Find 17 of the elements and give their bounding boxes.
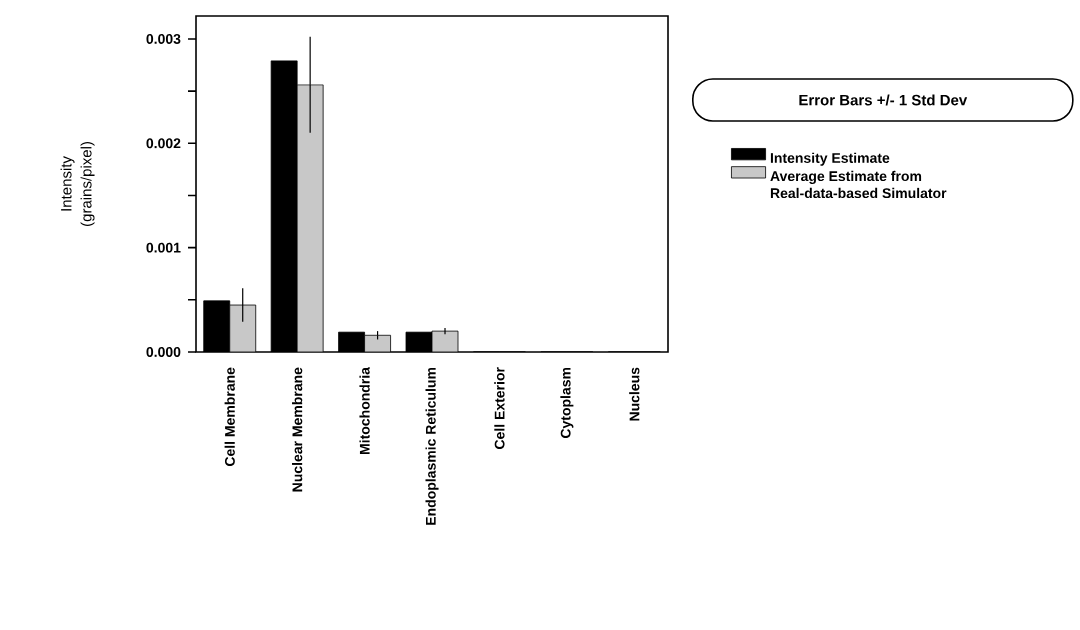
y-tick-label: 0.001 <box>146 242 181 253</box>
y-tick-label: 0.003 <box>146 34 181 44</box>
legend-label: Average Estimate from Real-data-based Simulator <box>770 170 947 199</box>
legend-label: Intensity Estimate <box>770 152 890 166</box>
y-axis-title: Intensity (grains/pixel) <box>60 141 95 226</box>
x-tick-label: Cytoplasm <box>560 367 574 439</box>
bar <box>229 305 256 352</box>
x-tick-label: Endoplasmic Reticulum <box>425 367 439 525</box>
x-tick-label: Nucleus <box>629 367 640 421</box>
x-tick-label: Mitochondria <box>359 366 370 454</box>
y-tick-label: 0.000 <box>146 347 181 357</box>
bar <box>297 84 324 352</box>
y-tick-label: 0.002 <box>146 138 181 149</box>
x-tick-label: Cell Membrane <box>224 367 235 467</box>
x-tick-label: Nuclear Membrane <box>292 367 303 492</box>
x-tick-label: Cell Exterior <box>494 367 505 449</box>
text: Error Bars +/- 1 Std Dev <box>799 94 968 106</box>
